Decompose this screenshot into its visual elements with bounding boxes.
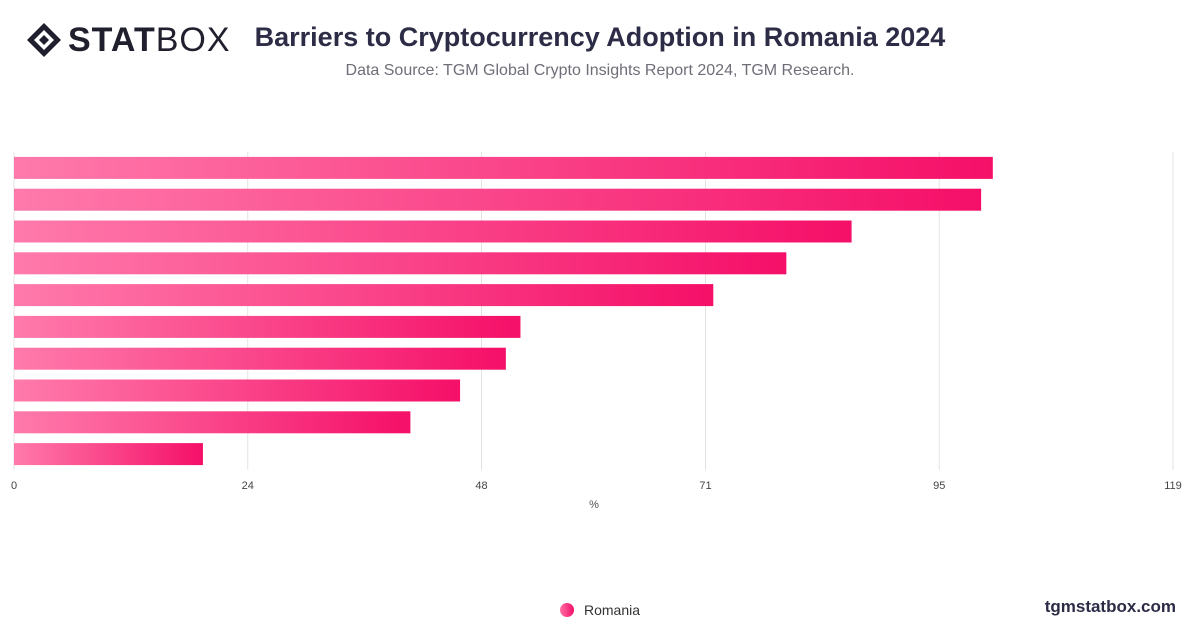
bar[interactable] bbox=[14, 347, 506, 370]
circle-marker-icon bbox=[559, 603, 574, 617]
bar[interactable] bbox=[14, 379, 461, 402]
bar[interactable] bbox=[14, 220, 852, 243]
bar[interactable] bbox=[14, 156, 993, 179]
x-tick-label: 71 bbox=[699, 480, 711, 492]
x-axis-label: % bbox=[589, 499, 599, 511]
bar[interactable] bbox=[14, 284, 714, 307]
statbox-logo: STATBOX bbox=[26, 22, 231, 58]
chart-subtitle: Data Source: TGM Global Crypto Insights … bbox=[345, 62, 855, 79]
bar[interactable] bbox=[14, 443, 203, 466]
bar[interactable] bbox=[14, 315, 521, 338]
x-tick-label: 119 bbox=[1164, 480, 1182, 492]
x-tick-label: 24 bbox=[242, 480, 254, 492]
bar-chart: 0 24 48 71 95 119 % bbox=[11, 152, 1182, 511]
legend[interactable]: Romania bbox=[0, 602, 1200, 618]
diamond-logo-icon bbox=[27, 23, 61, 57]
logo-light: BOX bbox=[155, 21, 231, 59]
x-tick-label: 48 bbox=[475, 480, 487, 492]
x-axis-ticks: 0 24 48 71 95 119 bbox=[11, 480, 1182, 492]
logo-bold: STAT bbox=[68, 21, 156, 59]
bar[interactable] bbox=[14, 411, 411, 434]
footer-site: tgmstatbox.com bbox=[1044, 597, 1176, 616]
bar[interactable] bbox=[14, 188, 982, 211]
chart-title: Barriers to Cryptocurrency Adoption in R… bbox=[254, 22, 946, 52]
bar[interactable] bbox=[14, 252, 787, 275]
logo-wordmark: STATBOX bbox=[68, 22, 231, 58]
bars bbox=[14, 156, 993, 466]
x-tick-label: 0 bbox=[11, 480, 17, 492]
legend-label-romania: Romania bbox=[583, 602, 641, 618]
x-tick-label: 95 bbox=[933, 480, 945, 492]
